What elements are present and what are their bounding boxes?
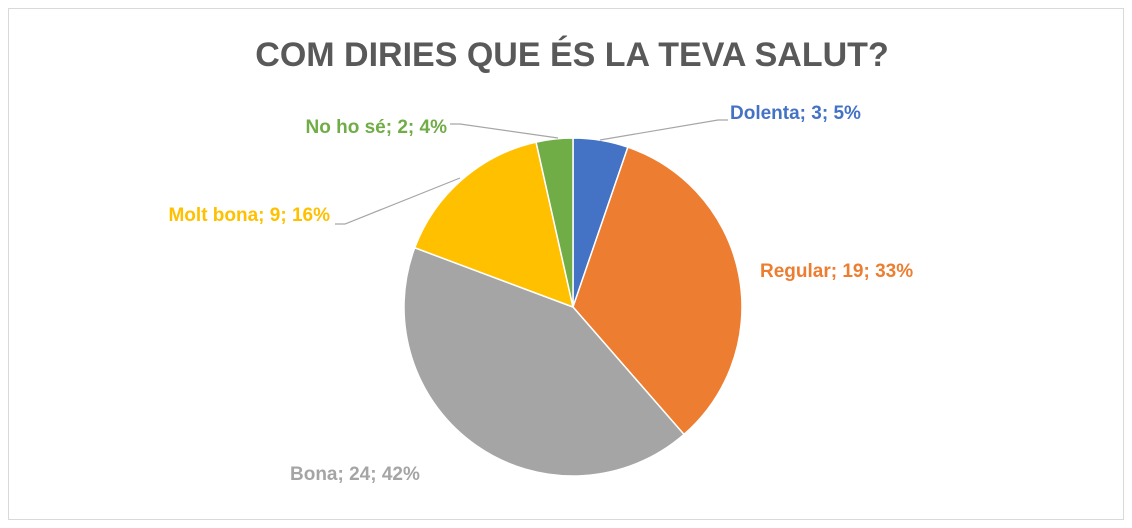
pie-slice [535, 137, 574, 308]
leader-line [450, 123, 559, 139]
leader-line [335, 177, 461, 225]
pie-slice [572, 146, 743, 436]
data-label: Molt bona; 9; 16% [168, 205, 330, 226]
data-label: Regular; 19; 33% [760, 261, 913, 282]
pie-slice [413, 141, 575, 309]
leader-line [599, 119, 728, 141]
data-label: Dolenta; 3; 5% [730, 103, 861, 124]
data-label: No ho sé; 2; 4% [306, 117, 448, 138]
pie-slice [403, 246, 686, 477]
data-label: Bona; 24; 42% [290, 464, 420, 485]
chart-title: COM DIRIES QUE ÉS LA TEVA SALUT? [255, 36, 888, 74]
